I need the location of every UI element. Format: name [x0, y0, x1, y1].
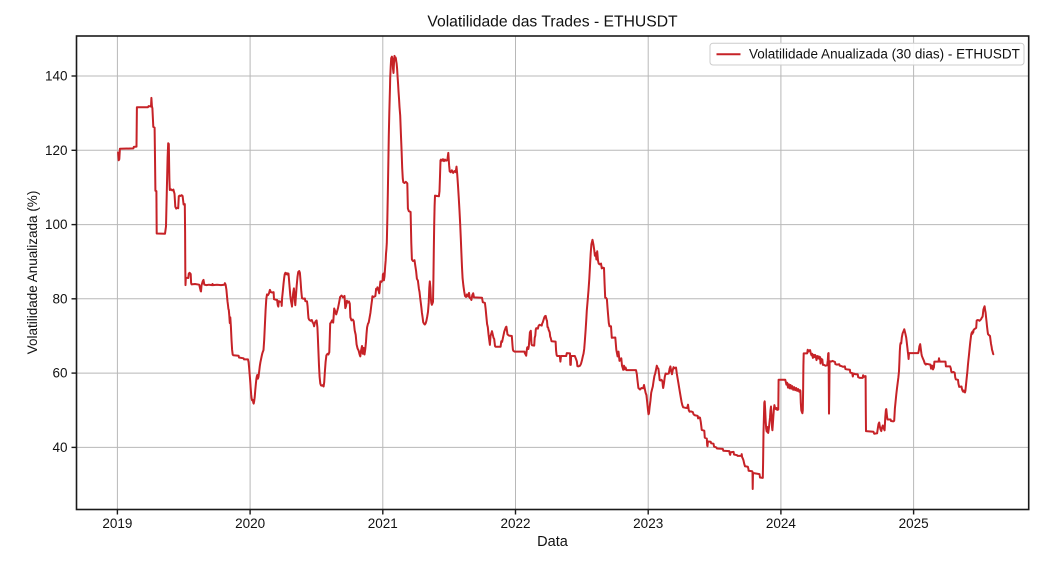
svg-text:100: 100	[45, 217, 68, 232]
svg-text:2025: 2025	[899, 516, 929, 531]
svg-text:120: 120	[45, 143, 68, 158]
svg-text:2023: 2023	[633, 516, 663, 531]
svg-text:2022: 2022	[500, 516, 530, 531]
svg-text:2020: 2020	[235, 516, 265, 531]
svg-text:2019: 2019	[102, 516, 132, 531]
svg-text:80: 80	[52, 291, 67, 306]
svg-text:Volatilidade Anualizada (30 di: Volatilidade Anualizada (30 dias) - ETHU…	[749, 47, 1020, 62]
svg-text:140: 140	[45, 69, 68, 84]
svg-text:40: 40	[52, 440, 67, 455]
svg-text:2021: 2021	[368, 516, 398, 531]
svg-text:60: 60	[52, 366, 67, 381]
svg-text:Volatilidade Anualizada (%): Volatilidade Anualizada (%)	[25, 191, 40, 355]
svg-text:Data: Data	[537, 534, 569, 550]
svg-text:2024: 2024	[766, 516, 797, 531]
svg-text:Volatilidade das Trades - ETHU: Volatilidade das Trades - ETHUSDT	[427, 14, 678, 31]
